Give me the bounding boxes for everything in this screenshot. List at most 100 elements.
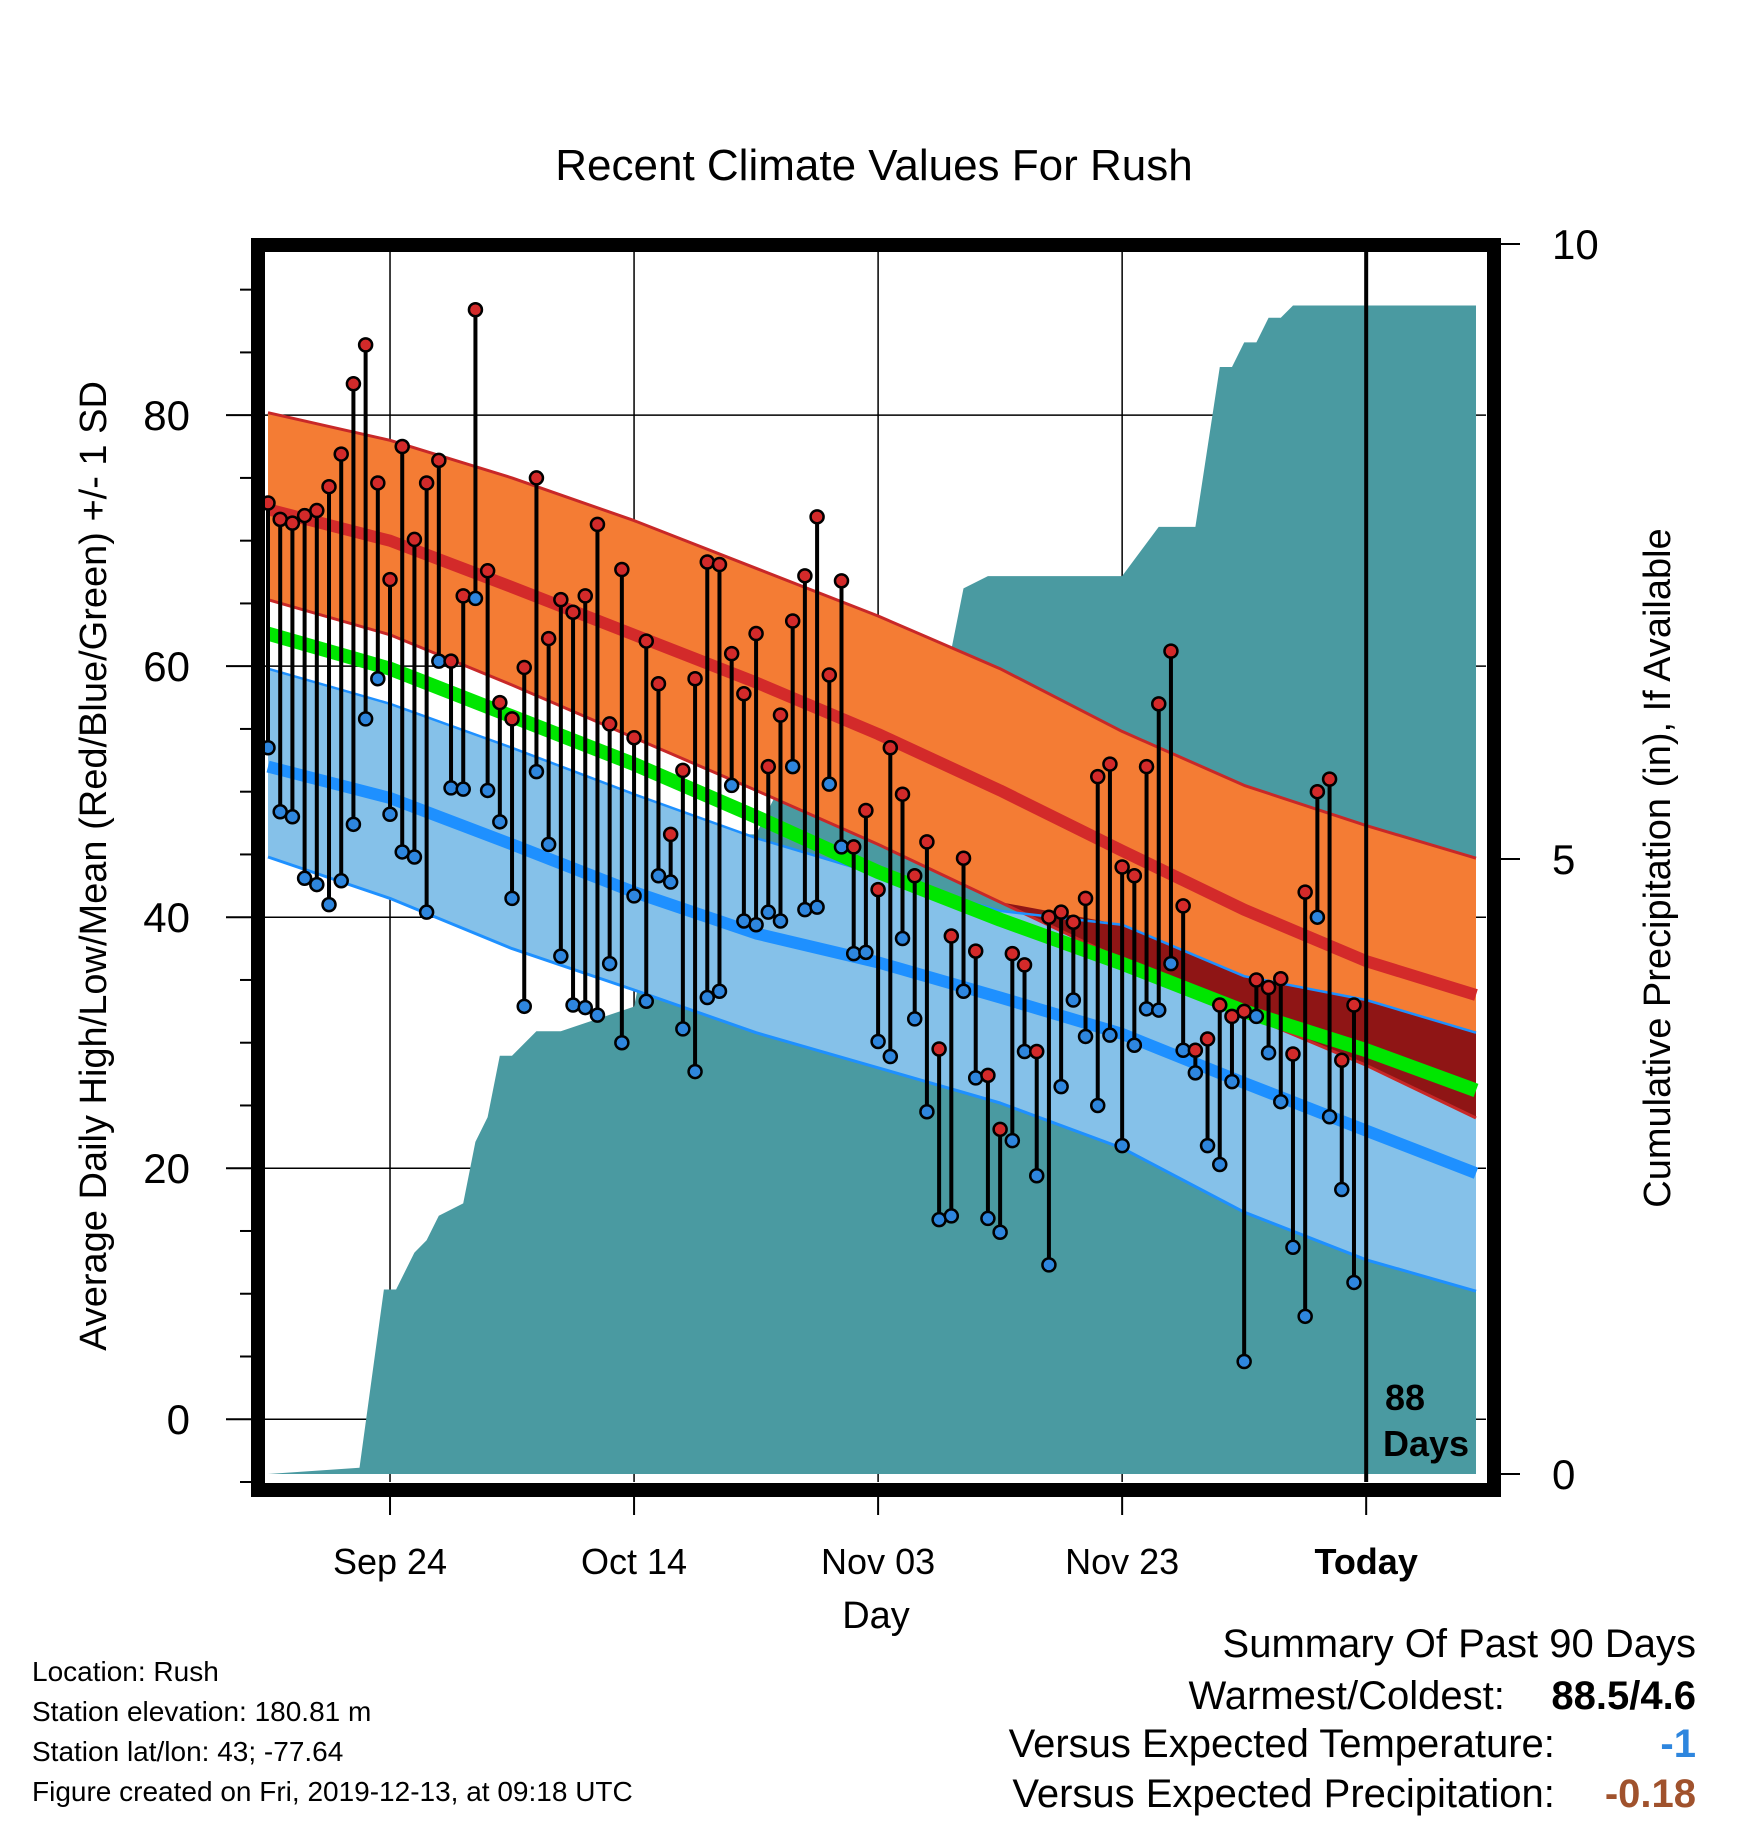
observed-low-point [1248, 1008, 1265, 1025]
x-tick-label: Sep 24 [333, 1541, 447, 1582]
observed-high-point [1077, 890, 1094, 907]
observed-low-point [1260, 1045, 1277, 1061]
observed-high-point [406, 531, 423, 548]
observed-low-point [858, 944, 874, 961]
observed-high-point [1260, 979, 1277, 996]
observed-high-point [333, 446, 349, 462]
y-axis-label: Average Daily High/Low/Mean (Red/Blue/Gr… [73, 381, 115, 1351]
observed-low-point [1163, 955, 1179, 972]
observed-high-point [650, 676, 667, 692]
observed-high-point [1053, 904, 1069, 920]
high-upper-edge [267, 411, 1477, 860]
observed-high-point [455, 588, 471, 604]
observed-low-point [1285, 1239, 1301, 1256]
observed-high-point [1273, 970, 1289, 987]
station-info: Location: Rush Station elevation: 180.81… [32, 1652, 633, 1812]
y-tick-label: 40 [143, 894, 190, 941]
observed-low-point [1126, 1037, 1143, 1053]
observed-high-point [1150, 696, 1167, 712]
observed-low-point [455, 781, 471, 797]
observed-high-point [418, 475, 435, 491]
observed-high-point [1089, 768, 1106, 785]
x-tick-label: Nov 23 [1065, 1541, 1179, 1582]
observed-high-point [345, 376, 362, 392]
observed-high-point [1028, 1043, 1045, 1060]
observed-high-point [309, 502, 325, 519]
observed-high-point [870, 881, 886, 898]
observed-low-point [1273, 1093, 1289, 1110]
observed-low-point [723, 777, 740, 794]
observed-low-point [1028, 1168, 1045, 1184]
today-days-count: 88 [1385, 1377, 1425, 1418]
observed-high-point [443, 653, 459, 669]
observed-low-point [1138, 1001, 1155, 1017]
observed-high-point [540, 630, 557, 647]
plot-frame [251, 238, 1501, 1497]
observed-high-point [1163, 643, 1179, 659]
observed-low-point [797, 901, 813, 918]
temp-value: -1 [1660, 1722, 1696, 1766]
observed-low-point [870, 1033, 886, 1050]
observed-high-point [882, 740, 899, 756]
observed-low-point [382, 806, 398, 823]
observed-low-point [333, 873, 349, 889]
observed-low-point [589, 1007, 606, 1023]
observed-high-point [833, 573, 850, 589]
observed-high-point [967, 943, 984, 959]
precip-value: -0.18 [1604, 1772, 1696, 1816]
observed-high-point [1212, 997, 1228, 1013]
observed-high-point [894, 786, 911, 802]
y-tick-label: 20 [143, 1145, 190, 1192]
observed-low-point [443, 780, 459, 796]
observed-high-point [1346, 997, 1362, 1013]
observed-high-point [1321, 771, 1338, 787]
observed-high-point [821, 667, 838, 683]
observed-low-point [577, 999, 594, 1016]
observed-low-point [553, 948, 569, 964]
observed-low-point [906, 1011, 923, 1027]
observed-high-point [797, 568, 813, 584]
observed-low-point [418, 904, 435, 920]
observed-low-point [1004, 1132, 1021, 1149]
y2-tick-label: 10 [1552, 221, 1599, 268]
observed-high-point [675, 762, 691, 779]
observed-low-point [748, 916, 764, 933]
observed-low-point [1114, 1137, 1130, 1154]
summary-warm-cold: Warmest/Coldest: 88.5/4.6 [1189, 1674, 1697, 1719]
observed-low-point [955, 983, 972, 1000]
y-tick-label: 60 [143, 643, 190, 690]
observed-low-point [492, 814, 508, 830]
x-axis-label: Day [842, 1595, 910, 1637]
observed-low-point [675, 1021, 691, 1037]
observed-low-point [650, 868, 667, 884]
observed-high-point [1016, 957, 1033, 973]
observed-low-point [760, 904, 777, 920]
observed-high-point [1187, 1042, 1204, 1058]
observed-high-point [1114, 859, 1130, 875]
observed-high-point [1126, 868, 1143, 884]
observed-high-point [1138, 758, 1155, 775]
observed-high-point [504, 711, 520, 727]
observed-high-point [784, 613, 801, 629]
high-normal-band [268, 412, 1476, 1118]
y2-axis-label: Cumulative Precipitation (in), If Availa… [1637, 528, 1679, 1207]
high-mean-line [266, 503, 1478, 1001]
summary-precip: Versus Expected Precipitation: -0.18 [1012, 1772, 1696, 1817]
observed-high-point [943, 928, 960, 944]
observed-high-point [760, 758, 777, 775]
observed-high-point [601, 716, 618, 732]
observed-high-point [1297, 884, 1313, 900]
observed-low-point [772, 913, 789, 929]
observed-high-point [1199, 1031, 1216, 1047]
observed-high-point [1248, 972, 1265, 988]
observed-low-point [516, 998, 532, 1015]
y2-tick-label: 5 [1552, 836, 1575, 883]
observed-low-point [1089, 1097, 1106, 1114]
observed-low-point [565, 997, 581, 1013]
observed-high-point [1309, 783, 1326, 800]
observed-low-point [699, 989, 716, 1006]
observed-low-point [1150, 1002, 1167, 1018]
observed-low-point [1212, 1156, 1228, 1173]
observed-high-point [699, 554, 716, 570]
observed-low-point [504, 890, 520, 907]
